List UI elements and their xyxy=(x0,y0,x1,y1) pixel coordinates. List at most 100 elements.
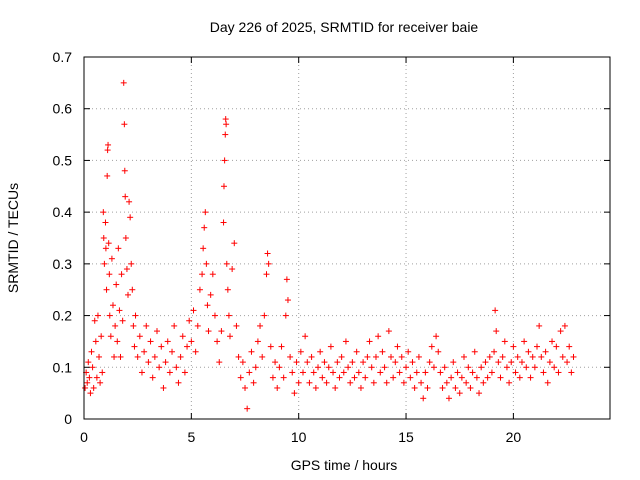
data-point xyxy=(102,245,109,252)
data-point xyxy=(250,379,257,386)
data-point xyxy=(306,379,313,386)
data-point xyxy=(177,353,184,360)
data-point xyxy=(353,348,360,355)
data-point xyxy=(420,395,427,402)
data-point xyxy=(222,116,229,123)
data-point xyxy=(160,384,167,391)
data-point xyxy=(566,343,573,350)
data-point xyxy=(216,359,223,366)
data-point xyxy=(223,260,230,267)
data-point xyxy=(561,322,568,329)
data-point xyxy=(130,322,137,329)
data-point xyxy=(418,379,425,386)
data-point xyxy=(244,405,251,412)
data-point xyxy=(97,379,104,386)
data-point xyxy=(282,312,289,319)
data-point xyxy=(114,338,121,345)
data-point xyxy=(86,374,93,381)
data-point xyxy=(287,353,294,360)
y-tick-label: 0.1 xyxy=(53,359,73,375)
data-point xyxy=(488,369,495,376)
data-point xyxy=(304,359,311,366)
data-point xyxy=(523,364,530,371)
data-point xyxy=(169,348,176,355)
y-tick-label: 0.3 xyxy=(53,256,73,272)
data-point xyxy=(527,374,534,381)
data-point xyxy=(299,369,306,376)
data-point xyxy=(184,343,191,350)
y-tick-label: 0 xyxy=(64,411,72,427)
data-point xyxy=(471,348,478,355)
data-point xyxy=(200,245,207,252)
data-point xyxy=(257,322,264,329)
data-point xyxy=(480,379,487,386)
data-point xyxy=(463,379,470,386)
data-point xyxy=(330,369,337,376)
data-point xyxy=(108,255,115,262)
data-point xyxy=(400,379,407,386)
data-point xyxy=(186,317,193,324)
data-point xyxy=(239,359,246,366)
data-point xyxy=(495,359,502,366)
data-point xyxy=(377,369,384,376)
data-point xyxy=(315,364,322,371)
grid xyxy=(84,57,610,419)
data-point xyxy=(235,353,242,360)
data-point xyxy=(310,369,317,376)
data-point xyxy=(220,219,227,226)
data-point xyxy=(347,379,354,386)
data-point xyxy=(559,353,566,360)
data-point xyxy=(381,364,388,371)
data-point xyxy=(564,359,571,366)
data-point xyxy=(87,390,94,397)
data-point xyxy=(456,390,463,397)
data-point xyxy=(409,359,416,366)
data-point xyxy=(145,359,152,366)
data-point xyxy=(122,235,129,241)
data-point xyxy=(231,240,238,247)
data-point xyxy=(226,333,233,340)
data-point xyxy=(113,281,120,288)
data-point xyxy=(452,384,459,391)
data-point xyxy=(540,369,547,376)
data-point xyxy=(441,364,448,371)
data-point xyxy=(269,374,276,381)
data-point xyxy=(403,364,410,371)
data-point xyxy=(492,307,499,314)
data-point xyxy=(568,369,575,376)
data-point xyxy=(201,224,208,231)
data-point xyxy=(203,260,210,267)
data-point xyxy=(106,312,113,319)
data-point xyxy=(116,307,123,314)
data-point xyxy=(264,250,271,257)
data-point xyxy=(482,359,489,366)
data-point xyxy=(254,338,261,345)
data-point xyxy=(422,369,429,376)
data-point xyxy=(106,271,113,278)
data-point xyxy=(138,369,145,376)
data-point xyxy=(102,219,109,226)
data-point xyxy=(385,328,392,335)
data-point xyxy=(151,353,158,360)
data-point xyxy=(233,322,240,329)
data-point xyxy=(211,312,218,319)
data-point xyxy=(121,167,128,174)
data-point xyxy=(112,322,119,329)
data-point xyxy=(209,271,216,278)
data-point xyxy=(84,379,91,386)
data-point xyxy=(175,379,182,386)
data-point xyxy=(450,359,457,366)
data-point xyxy=(89,364,96,371)
data-point xyxy=(405,348,412,355)
data-point xyxy=(570,353,577,360)
data-point xyxy=(122,193,129,200)
data-point xyxy=(553,343,560,350)
data-point xyxy=(194,322,201,329)
data-point xyxy=(345,364,352,371)
data-point xyxy=(297,348,304,355)
data-point xyxy=(158,343,165,350)
data-point xyxy=(443,379,450,386)
y-tick-label: 0.6 xyxy=(53,101,73,117)
data-point xyxy=(99,369,106,376)
data-point xyxy=(499,353,506,360)
